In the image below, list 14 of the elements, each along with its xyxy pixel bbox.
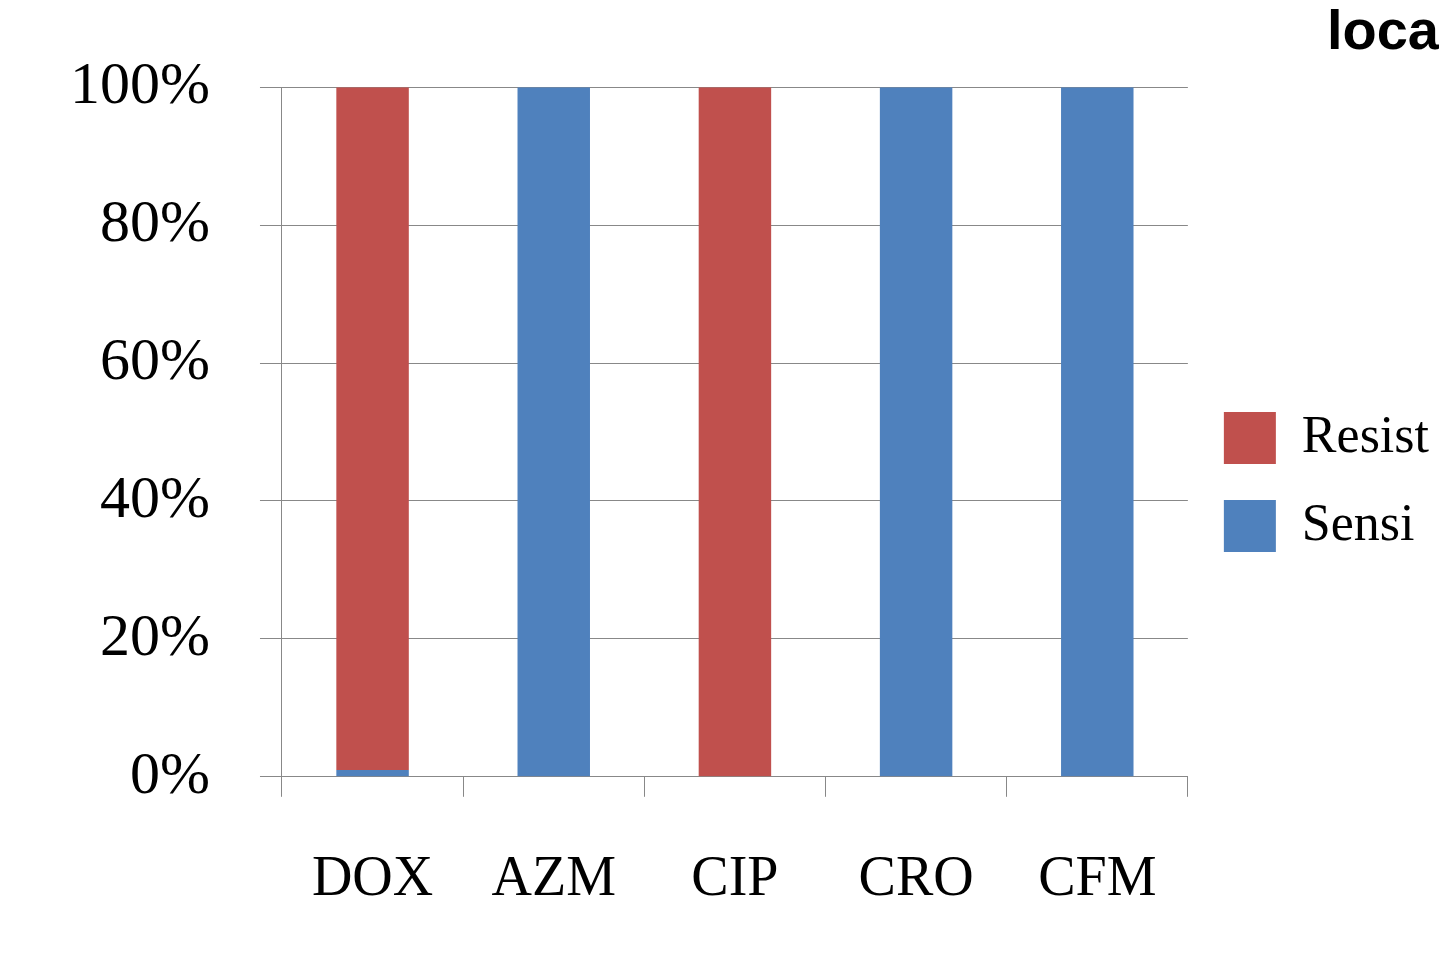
legend-label: Resist <box>1301 405 1430 463</box>
x-tick-label: CFM <box>1038 845 1157 908</box>
y-tick-label: 40% <box>100 463 210 530</box>
x-tick-label: AZM <box>491 845 616 908</box>
text: loca <box>1326 0 1439 62</box>
x-tick-label: CIP <box>691 845 779 908</box>
y-tick-label: 20% <box>100 601 210 668</box>
y-tick-label: 0% <box>130 739 210 806</box>
y-tick-label: 60% <box>100 325 210 392</box>
y-tick-label: 100% <box>70 49 210 116</box>
legend-label: Sensi <box>1301 493 1415 551</box>
y-tick-label: 80% <box>100 187 210 254</box>
x-tick-label: CRO <box>858 845 974 908</box>
x-tick-label: DOX <box>311 845 434 908</box>
